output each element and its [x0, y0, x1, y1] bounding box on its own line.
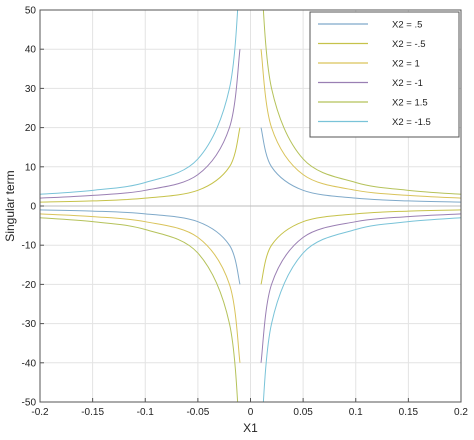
y-tick-label: 10	[25, 162, 37, 173]
y-tick-label: 50	[25, 6, 37, 17]
series-line-5-right-branch	[262, 10, 461, 195]
x-tick-label: 0.05	[293, 407, 313, 418]
legend-label: X2 = 1	[392, 59, 420, 70]
x-tick-label: 0.1	[349, 407, 363, 418]
series-line-4-right-branch	[260, 213, 461, 363]
y-tick-label: 0	[30, 202, 36, 213]
series-curves	[40, 10, 461, 402]
y-tick-label: -40	[22, 358, 37, 369]
y-tick-label: 40	[25, 45, 37, 56]
series-line-1-left-branch	[40, 209, 241, 285]
x-tick-label: -0.2	[31, 407, 49, 418]
x-tick-label: 0.15	[399, 407, 419, 418]
legend-label: X2 = -1.5	[392, 117, 431, 128]
y-tick-label: -20	[22, 280, 37, 291]
legend-box	[309, 11, 460, 138]
x-tick-label: 0.2	[454, 407, 468, 418]
y-tick-label: -30	[22, 319, 37, 330]
y-tick-label: 30	[25, 84, 37, 95]
legend-label: X2 = 1.5	[392, 98, 428, 109]
series-line-3-right-branch	[260, 49, 461, 199]
series-line-2-left-branch	[40, 127, 241, 203]
y-tick-label: -10	[22, 241, 37, 252]
y-tick-label: -50	[22, 398, 37, 409]
legend-label: X2 = .5	[392, 20, 422, 31]
series-line-2-right-branch	[260, 209, 461, 285]
series-line-6-right-branch	[262, 217, 461, 402]
legend: X2 = .5 X2 = -.5 X2 = 1 X2 = -1 X2 = 1.5 X2 =…	[309, 11, 460, 138]
y-tick-label: 20	[25, 123, 37, 134]
y-axis-label: Singular term	[3, 170, 17, 241]
legend-label: X2 = -.5	[392, 39, 426, 50]
series-line-1-right-branch	[260, 127, 461, 203]
x-axis-ticks: -0.2 -0.15 -0.1 -0.05 0 0.05 0.1 0.15 0.2	[31, 398, 468, 418]
legend-label: X2 = -1	[392, 78, 423, 89]
series-line-4-left-branch	[40, 49, 241, 199]
y-axis-ticks: -50 -40 -30 -20 -10 0 10 20 30 40 50	[22, 6, 44, 409]
series-line-5-left-branch	[40, 217, 239, 402]
x-tick-label: -0.15	[81, 407, 104, 418]
x-tick-label: 0	[248, 407, 254, 418]
series-line-6-left-branch	[40, 10, 239, 195]
x-tick-label: -0.1	[137, 407, 155, 418]
x-tick-label: -0.05	[186, 407, 209, 418]
series-line-3-left-branch	[40, 213, 241, 363]
x-axis-label: X1	[243, 421, 258, 435]
